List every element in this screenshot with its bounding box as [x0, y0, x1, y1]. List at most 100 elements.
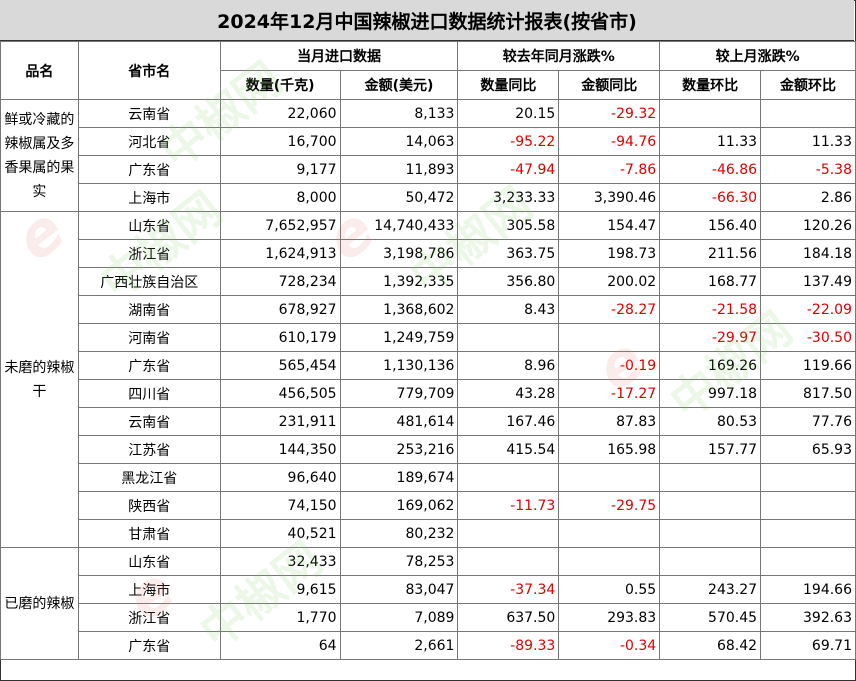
- qty-cell: 610,179: [219, 323, 341, 352]
- qty-mom-cell: [659, 491, 762, 520]
- header-category: 品名: [0, 41, 79, 100]
- qty-mom-cell: 997.18: [659, 379, 762, 408]
- qty-mom-cell: [659, 99, 762, 128]
- amount-cell: 78,253: [339, 547, 459, 576]
- amount-mom-cell: 65.93: [760, 435, 856, 464]
- table-row: 浙江省 1,624,913 3,198,786 363.75 198.73 211.56 1…: [1, 239, 856, 268]
- amount-cell: 1,368,602: [339, 295, 459, 324]
- qty-cell: 96,640: [219, 463, 341, 492]
- province-cell: 河南省: [77, 323, 221, 352]
- province-cell: 甘肃省: [77, 519, 221, 548]
- header-amount-mom: 金额环比: [760, 70, 856, 100]
- qty-yoy-cell: 8.96: [457, 351, 560, 380]
- amount-mom-cell: -22.09: [760, 295, 856, 324]
- header-row-1: 品名 省市名 当月进口数据 较去年同月涨跌% 较上月涨跌%: [0, 41, 856, 100]
- amount-yoy-cell: -0.34: [558, 631, 661, 660]
- qty-mom-cell: 68.42: [659, 631, 762, 660]
- qty-mom-cell: -46.86: [659, 155, 762, 184]
- amount-cell: 2,661: [339, 631, 459, 660]
- table-row: 已磨的辣椒 山东省 32,433 78,253: [0, 547, 856, 660]
- qty-mom-cell: 80.53: [659, 407, 762, 436]
- qty-mom-cell: 157.77: [659, 435, 762, 464]
- qty-mom-cell: -66.30: [659, 183, 762, 212]
- qty-mom-cell: 11.33: [659, 127, 762, 156]
- amount-mom-cell: 120.26: [760, 211, 856, 240]
- amount-cell: 50,472: [339, 183, 459, 212]
- qty-yoy-cell: -37.34: [457, 575, 560, 604]
- qty-yoy-cell: [457, 323, 560, 352]
- header-province: 省市名: [77, 41, 221, 100]
- amount-yoy-cell: 165.98: [558, 435, 661, 464]
- amount-mom-cell: [760, 519, 856, 548]
- table-row: 广东省 64 2,661 -89.33 -0.34 68.42 69.71: [1, 631, 856, 660]
- province-cell: 广东省: [77, 631, 221, 660]
- qty-cell: 1,770: [219, 603, 341, 632]
- qty-yoy-cell: 305.58: [457, 211, 560, 240]
- amount-mom-cell: 77.76: [760, 407, 856, 436]
- amount-mom-cell: 184.18: [760, 239, 856, 268]
- qty-mom-cell: 211.56: [659, 239, 762, 268]
- amount-yoy-cell: -17.27: [558, 379, 661, 408]
- province-cell: 浙江省: [77, 239, 221, 268]
- qty-cell: 32,433: [219, 547, 341, 576]
- amount-yoy-cell: -29.75: [558, 491, 661, 520]
- amount-cell: 8,133: [339, 99, 459, 128]
- qty-mom-cell: 169.26: [659, 351, 762, 380]
- province-cell: 云南省: [77, 99, 221, 128]
- header-group-mom: 较上月涨跌%: [659, 41, 856, 71]
- qty-yoy-cell: 43.28: [457, 379, 560, 408]
- table-row: 黑龙江省 96,640 189,674: [1, 463, 856, 492]
- amount-cell: 3,198,786: [339, 239, 459, 268]
- amount-cell: 80,232: [339, 519, 459, 548]
- province-cell: 河北省: [77, 127, 221, 156]
- table-row: 上海市 8,000 50,472 3,233.33 3,390.46 -66.30 2.86: [1, 183, 856, 212]
- amount-yoy-cell: 198.73: [558, 239, 661, 268]
- amount-mom-cell: 2.86: [760, 183, 856, 212]
- amount-cell: 7,089: [339, 603, 459, 632]
- qty-yoy-cell: [457, 519, 560, 548]
- province-cell: 云南省: [77, 407, 221, 436]
- table-row: 河北省 16,700 14,063 -95.22 -94.76 11.33 11.33: [1, 127, 856, 156]
- table-row: 鲜或冷藏的辣椒属及多香果属的果实 云南省 22,060 8,133 20.15 -29.3…: [0, 99, 856, 212]
- amount-yoy-cell: [558, 463, 661, 492]
- qty-mom-cell: [659, 547, 762, 576]
- amount-yoy-cell: -7.86: [558, 155, 661, 184]
- qty-yoy-cell: -95.22: [457, 127, 560, 156]
- amount-yoy-cell: [558, 323, 661, 352]
- qty-cell: 64: [219, 631, 341, 660]
- amount-cell: 14,063: [339, 127, 459, 156]
- amount-mom-cell: 817.50: [760, 379, 856, 408]
- table-body: 鲜或冷藏的辣椒属及多香果属的果实 云南省 22,060 8,133 20.15 -29.3…: [0, 99, 856, 660]
- qty-cell: 16,700: [219, 127, 341, 156]
- province-cell: 黑龙江省: [77, 463, 221, 492]
- qty-cell: 231,911: [219, 407, 341, 436]
- amount-cell: 779,709: [339, 379, 459, 408]
- qty-yoy-cell: 20.15: [457, 99, 560, 128]
- header-qty: 数量(千克): [219, 70, 341, 100]
- table-row: 甘肃省 40,521 80,232: [1, 519, 856, 548]
- amount-yoy-cell: 87.83: [558, 407, 661, 436]
- qty-yoy-cell: 363.75: [457, 239, 560, 268]
- amount-mom-cell: 119.66: [760, 351, 856, 380]
- amount-cell: 1,130,136: [339, 351, 459, 380]
- table-row: 广东省 9,177 11,893 -47.94 -7.86 -46.86 -5.38: [1, 155, 856, 184]
- qty-cell: 678,927: [219, 295, 341, 324]
- qty-yoy-cell: -11.73: [457, 491, 560, 520]
- category-cell: 鲜或冷藏的辣椒属及多香果属的果实: [0, 99, 79, 212]
- amount-yoy-cell: -94.76: [558, 127, 661, 156]
- amount-cell: 189,674: [339, 463, 459, 492]
- qty-yoy-cell: 356.80: [457, 267, 560, 296]
- amount-mom-cell: [760, 491, 856, 520]
- province-cell: 四川省: [77, 379, 221, 408]
- header-qty-yoy: 数量同比: [457, 70, 560, 100]
- amount-mom-cell: 392.63: [760, 603, 856, 632]
- qty-yoy-cell: -89.33: [457, 631, 560, 660]
- amount-mom-cell: 194.66: [760, 575, 856, 604]
- table-row: 广东省 565,454 1,130,136 8.96 -0.19 169.26 119.66: [1, 351, 856, 380]
- amount-cell: 1,249,759: [339, 323, 459, 352]
- province-cell: 湖南省: [77, 295, 221, 324]
- province-cell: 上海市: [77, 575, 221, 604]
- category-cell: 未磨的辣椒干: [0, 211, 79, 548]
- table-row: 云南省 231,911 481,614 167.46 87.83 80.53 77.76: [1, 407, 856, 436]
- category-cell: 已磨的辣椒: [0, 547, 79, 660]
